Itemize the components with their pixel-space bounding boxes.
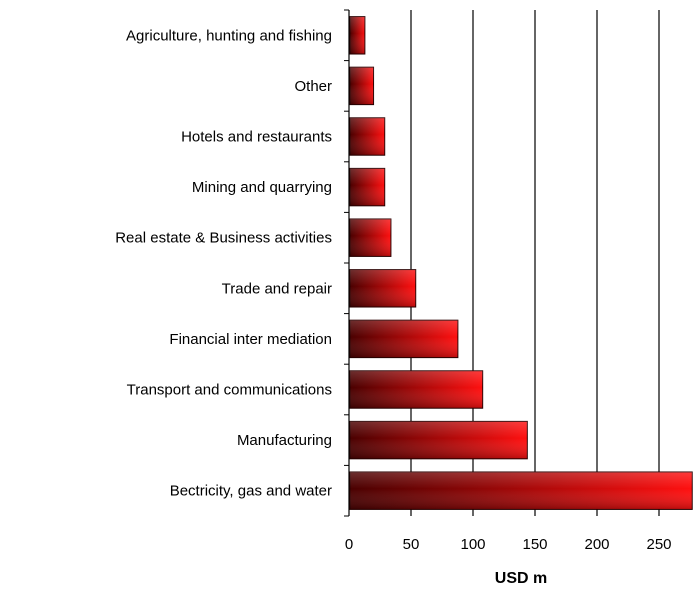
- category-label: Transport and communications: [127, 382, 332, 399]
- category-label: Mining and quarrying: [192, 179, 332, 196]
- x-axis-title: USD m: [495, 570, 547, 587]
- bar: [349, 66, 375, 106]
- category-label: Other: [294, 78, 332, 95]
- axes: [344, 9, 350, 517]
- x-tick-label: 0: [345, 536, 353, 553]
- category-label: Bectricity, gas and water: [170, 483, 332, 500]
- bar: [349, 167, 386, 207]
- x-tick-label: 100: [460, 536, 485, 553]
- x-tick-label: 50: [403, 536, 420, 553]
- category-label: Real estate & Business activities: [115, 230, 332, 247]
- category-label: Hotels and restaurants: [181, 129, 332, 146]
- bar: [349, 16, 366, 55]
- x-tick-label: 250: [646, 536, 671, 553]
- bar: [349, 370, 484, 409]
- x-tick-label: 150: [522, 536, 547, 553]
- category-label: Financial inter mediation: [169, 331, 332, 348]
- bar: [349, 218, 392, 257]
- bars: [349, 16, 693, 510]
- x-tick-label: 200: [584, 536, 609, 553]
- bar: [349, 319, 459, 359]
- category-label: Manufacturing: [237, 432, 332, 449]
- category-labels: Agriculture, hunting and fishing Other Hot…: [115, 27, 332, 499]
- x-tick-labels: 0 50 100 150 200 250: [345, 536, 672, 553]
- category-label: Trade and repair: [222, 280, 332, 297]
- bar: [349, 471, 693, 510]
- bar: [349, 117, 386, 156]
- category-label: Agriculture, hunting and fishing: [126, 27, 332, 44]
- bar: [349, 420, 528, 460]
- bar: [349, 269, 417, 308]
